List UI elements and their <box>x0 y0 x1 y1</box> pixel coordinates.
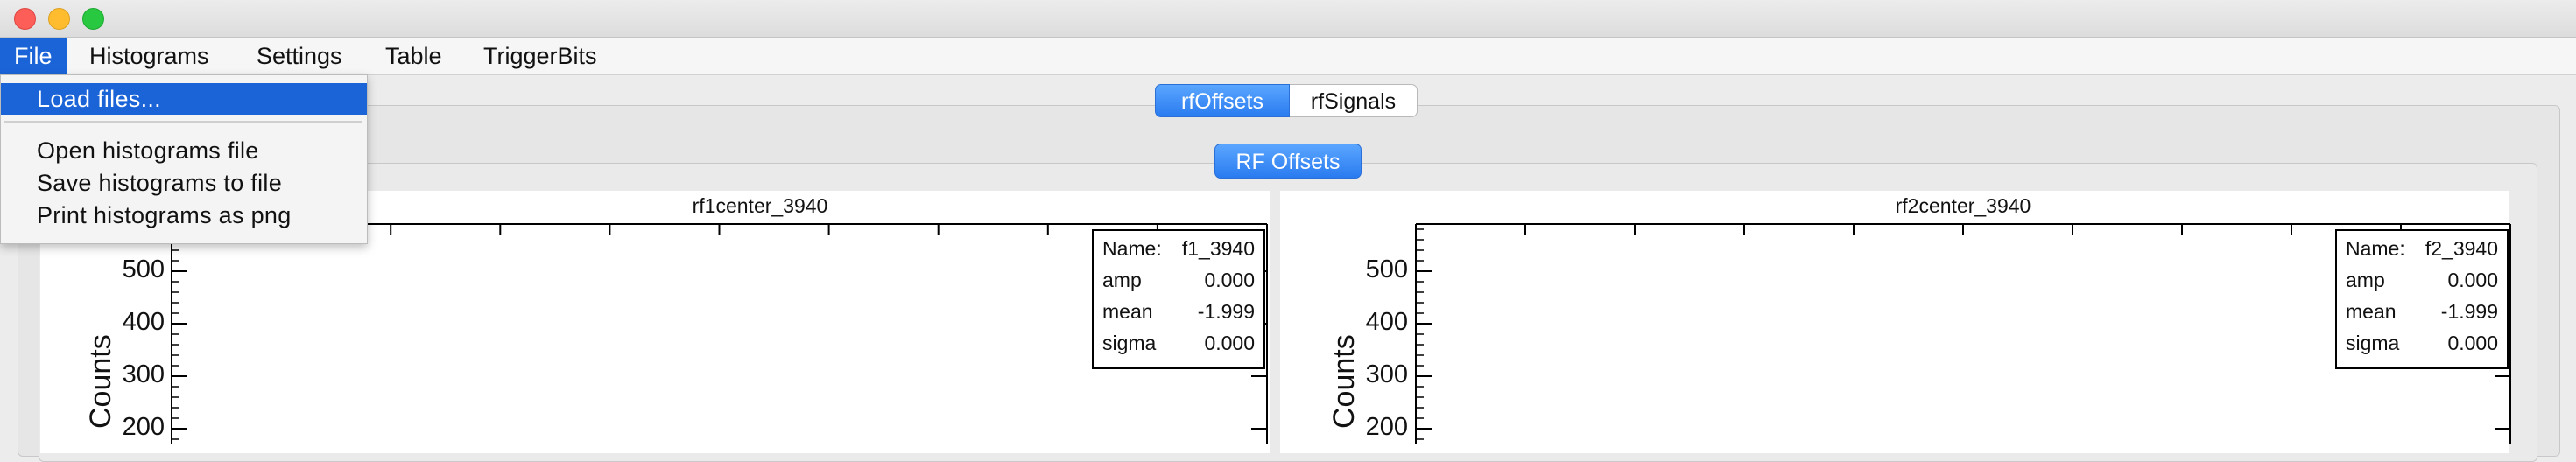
y-tick-label: 500 <box>122 256 165 284</box>
menu-item-save-histograms[interactable]: Save histograms to file <box>37 170 283 196</box>
menu-item-print-png[interactable]: Print histograms as png <box>37 202 292 228</box>
tab-rf-offsets[interactable]: RF Offsets <box>1214 144 1362 178</box>
y-tick-label: 400 <box>1365 308 1408 336</box>
y-tick-label: 300 <box>1365 360 1408 388</box>
file-menu-dropdown: Load files... Open histograms file Save … <box>0 74 368 244</box>
histogram-canvas-right[interactable] <box>1280 191 2509 453</box>
stats-sigma-value: 0.000 <box>1204 332 1255 354</box>
stats-name-value: f1_3940 <box>1181 237 1255 260</box>
menu-file[interactable]: File <box>0 38 67 74</box>
y-tick-label: 300 <box>122 360 165 388</box>
stats-name-label: Name: <box>2346 237 2405 260</box>
stats-mean-label: mean <box>1102 300 1153 323</box>
stats-amp-value: 0.000 <box>2447 269 2498 291</box>
stats-mean-value: -1.999 <box>1197 300 1255 323</box>
histogram-axes <box>171 223 2511 444</box>
fit-stats-box-left: Name: f1_3940 amp 0.000 mean -1.999 sigma 0.… <box>1092 229 1265 369</box>
menu-item-load-files[interactable]: Load files... <box>1 83 367 115</box>
y-tick-label: 500 <box>1365 256 1408 284</box>
tab-rfsignals[interactable]: rfSignals <box>1290 84 1418 117</box>
stats-sigma-label: sigma <box>1102 332 1157 354</box>
y-tick-label: 200 <box>1365 413 1408 441</box>
y-tick-label: 200 <box>122 413 165 441</box>
stats-name-value: f2_3940 <box>2425 237 2498 260</box>
plot-title-right: rf2center_3940 <box>1895 194 2031 217</box>
menu-table[interactable]: Table <box>385 43 442 69</box>
stats-mean-value: -1.999 <box>2440 300 2498 323</box>
menu-separator <box>4 121 362 122</box>
minimize-window-button[interactable] <box>48 8 70 30</box>
plot-frame-right <box>1415 223 2511 444</box>
stats-amp-label: amp <box>2346 269 2385 291</box>
close-window-button[interactable] <box>14 8 36 30</box>
stats-mean-label: mean <box>2346 300 2397 323</box>
zoom-window-button[interactable] <box>82 8 104 30</box>
stats-amp-label: amp <box>1102 269 1142 291</box>
stats-sigma-label: sigma <box>2346 332 2400 354</box>
stats-sigma-value: 0.000 <box>2447 332 2498 354</box>
stats-amp-value: 0.000 <box>1204 269 1255 291</box>
menubar: File Histograms Settings Table TriggerBi… <box>0 38 2576 75</box>
menu-histograms[interactable]: Histograms <box>89 43 209 69</box>
stats-name-label: Name: <box>1102 237 1162 260</box>
tab-rfoffsets[interactable]: rfOffsets <box>1155 84 1290 117</box>
menu-settings[interactable]: Settings <box>257 43 342 69</box>
menu-triggerbits[interactable]: TriggerBits <box>483 43 597 69</box>
menu-item-open-histograms[interactable]: Open histograms file <box>37 137 259 164</box>
fit-stats-box-right: Name: f2_3940 amp 0.000 mean -1.999 sigma 0.… <box>2335 229 2509 369</box>
window-titlebar <box>0 0 2576 38</box>
y-tick-label: 400 <box>122 308 165 336</box>
plot-title-left: rf1center_3940 <box>692 194 828 217</box>
